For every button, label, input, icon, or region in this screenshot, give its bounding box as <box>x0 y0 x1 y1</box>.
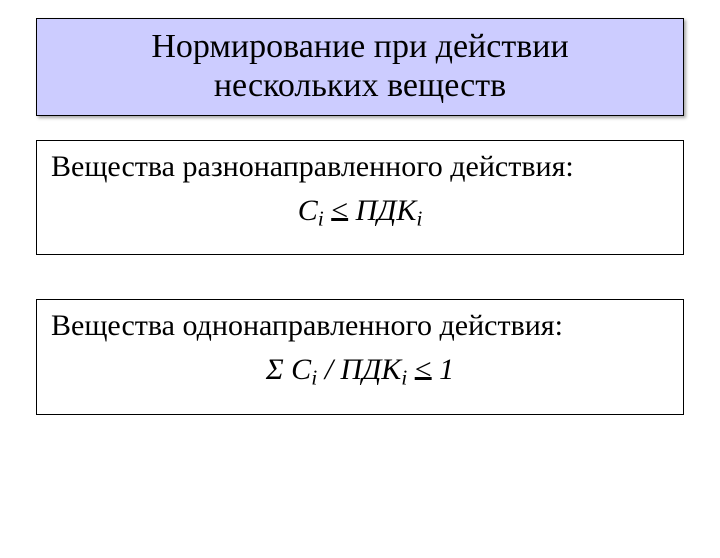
box1-formula: Сi < ПДКi <box>51 193 669 232</box>
symbol-C: С <box>291 353 311 386</box>
subscript-i: i <box>416 207 422 231</box>
subscript-i: i <box>401 366 407 390</box>
symbol-C: С <box>298 194 318 227</box>
box-different-direction: Вещества разнонаправленного действия: Сi… <box>36 140 684 255</box>
box1-description: Вещества разнонаправленного действия: <box>51 149 669 185</box>
title-line-1: Нормирование при действии <box>49 27 671 66</box>
box2-description: Вещества однонаправленного действия: <box>51 308 669 344</box>
box2-formula: Σ Сi / ПДКi < 1 <box>51 352 669 391</box>
symbol-slash: / <box>325 353 333 386</box>
title-line-2: нескольких веществ <box>49 66 671 105</box>
title-banner: Нормирование при действии нескольких вещ… <box>36 18 684 116</box>
subscript-i: i <box>318 207 324 231</box>
symbol-one: 1 <box>439 353 454 386</box>
symbol-le: < <box>331 193 348 229</box>
symbol-PDK: ПДК <box>356 194 417 227</box>
box-same-direction: Вещества однонаправленного действия: Σ С… <box>36 299 684 414</box>
symbol-le: < <box>415 352 432 388</box>
symbol-PDK: ПДК <box>341 353 402 386</box>
subscript-i: i <box>311 366 317 390</box>
symbol-sigma: Σ <box>266 353 284 386</box>
